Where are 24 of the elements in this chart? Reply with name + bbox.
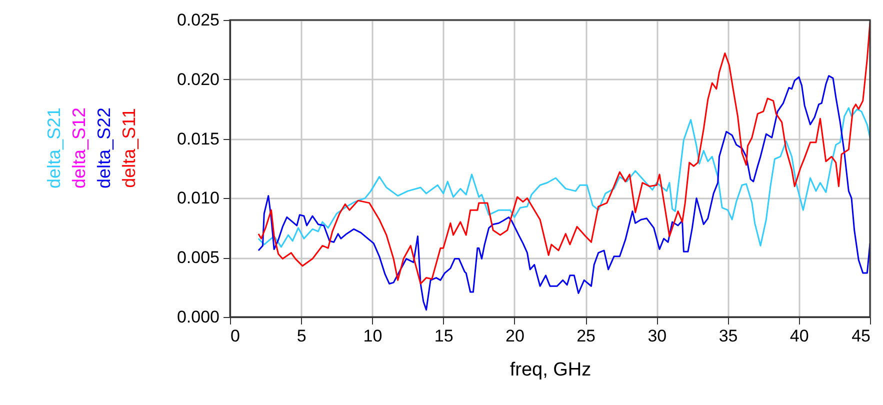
- y-tick-label: 0.025: [176, 10, 220, 30]
- text: delta_S11: [119, 108, 139, 188]
- text: delta_S21: [44, 107, 64, 189]
- y-tick-label: 0.000: [176, 308, 220, 326]
- x-tick-label: 45: [852, 326, 870, 346]
- line-series: [258, 107, 870, 248]
- y-tick-label: 0.020: [176, 70, 220, 89]
- x-tick-label: 30: [648, 326, 667, 346]
- line-series: [258, 22, 870, 284]
- x-tick-label: 0: [230, 326, 240, 346]
- x-tick-label: 25: [576, 326, 596, 346]
- y-tick-label: 0.015: [176, 129, 220, 148]
- x-tick-label: 20: [505, 326, 524, 346]
- x-tick-label: 15: [434, 326, 454, 346]
- x-tick-label: 5: [296, 326, 306, 346]
- y-tick-label: 0.010: [176, 188, 220, 208]
- x-tick-label: 10: [363, 326, 382, 346]
- legend-label: delta_S12: [69, 107, 89, 189]
- line-series: [258, 75, 870, 311]
- x-tick-label: 40: [790, 326, 809, 346]
- text: delta_S22: [94, 107, 114, 189]
- x-tick-label: 35: [718, 326, 738, 346]
- y-tick-label: 0.005: [176, 248, 220, 268]
- x-axis-title: freq, GHz: [510, 360, 592, 380]
